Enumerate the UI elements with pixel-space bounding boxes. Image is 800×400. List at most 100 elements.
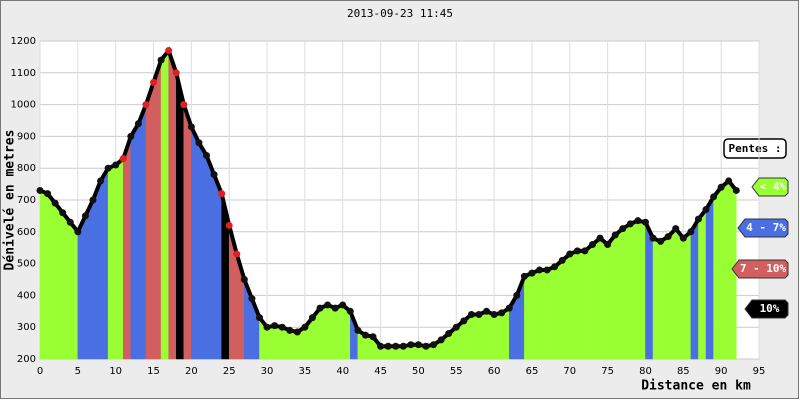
profile-point — [150, 78, 158, 86]
profile-point — [180, 101, 188, 109]
y-tick-label: 1100 — [11, 68, 36, 79]
y-tick-label: 1000 — [11, 100, 36, 111]
profile-point — [611, 231, 619, 239]
slope-segment — [168, 50, 177, 360]
profile-point — [210, 171, 218, 179]
profile-point — [543, 266, 551, 274]
x-tick-label: 35 — [299, 366, 312, 377]
legend-label: 10% — [760, 302, 780, 315]
y-tick-label: 900 — [17, 131, 36, 142]
profile-point — [566, 250, 574, 258]
profile-point — [127, 132, 135, 140]
profile-point — [588, 241, 596, 249]
profile-point — [513, 291, 521, 299]
profile-point — [104, 164, 112, 172]
profile-point — [66, 218, 74, 226]
profile-point — [551, 263, 559, 271]
profile-point — [445, 330, 453, 338]
slope-segment — [614, 228, 624, 360]
y-tick-label: 500 — [17, 259, 36, 270]
profile-point — [97, 177, 105, 185]
profile-point — [195, 139, 203, 147]
profile-point — [240, 276, 248, 283]
y-tick-label: 200 — [17, 354, 36, 365]
profile-point — [377, 342, 385, 350]
slope-segment — [531, 269, 540, 360]
profile-point — [165, 47, 173, 55]
profile-point — [134, 120, 142, 128]
x-tick-label: 30 — [261, 366, 274, 377]
slope-segment — [206, 155, 215, 360]
profile-point — [203, 151, 211, 159]
profile-point — [263, 323, 271, 331]
x-tick-label: 5 — [75, 366, 81, 377]
profile-point — [255, 314, 263, 322]
slope-segment — [266, 325, 275, 360]
slope-segment — [554, 259, 563, 360]
chart-title: 2013-09-23 11:45 — [347, 7, 453, 20]
x-tick-label: 95 — [753, 366, 766, 377]
x-tick-label: 55 — [450, 366, 463, 377]
x-tick-label: 70 — [563, 366, 576, 377]
slope-segment — [577, 250, 586, 360]
profile-point — [286, 326, 294, 334]
slope-segment — [683, 231, 692, 360]
slope-segment — [652, 237, 661, 360]
slope-segment — [637, 220, 646, 360]
legend-label: < 4% — [760, 180, 787, 193]
slope-segment — [667, 227, 676, 360]
x-tick-label: 25 — [223, 366, 236, 377]
profile-point — [74, 228, 82, 236]
slope-segment — [54, 202, 63, 360]
x-tick-label: 15 — [147, 366, 160, 377]
slope-segment — [319, 304, 328, 360]
profile-point — [354, 326, 362, 334]
profile-point — [422, 342, 430, 350]
slope-segment — [115, 158, 124, 360]
slope-segment — [175, 72, 185, 360]
legend-title: Pentes : — [729, 142, 782, 155]
slope-segment — [546, 266, 555, 360]
slope-segment — [327, 304, 336, 360]
profile-point — [657, 237, 665, 245]
profile-point — [649, 234, 657, 242]
x-tick-label: 40 — [336, 366, 349, 377]
profile-point — [157, 56, 165, 64]
profile-point — [475, 310, 483, 318]
profile-point — [641, 218, 649, 226]
profile-point — [59, 209, 67, 217]
profile-point — [672, 225, 680, 233]
slope-segment — [698, 208, 707, 360]
profile-point — [536, 266, 544, 274]
profile-point — [369, 333, 377, 341]
slope-segment — [70, 221, 79, 360]
profile-point — [528, 269, 536, 277]
profile-point — [573, 247, 581, 255]
slope-segment — [478, 310, 487, 360]
slope-segment — [100, 167, 109, 360]
profile-point — [399, 342, 407, 350]
slope-segment — [62, 212, 71, 360]
slope-segment — [690, 218, 699, 360]
profile-point — [626, 220, 634, 228]
profile-point — [717, 183, 725, 191]
profile-point — [619, 225, 627, 233]
slope-segment — [160, 49, 169, 360]
x-tick-label: 50 — [412, 366, 425, 377]
profile-point — [596, 234, 604, 242]
x-tick-label: 45 — [374, 366, 387, 377]
slope-segment — [92, 180, 101, 360]
profile-point — [687, 228, 695, 236]
profile-point — [119, 155, 127, 163]
slope-segment — [592, 237, 601, 360]
y-tick-label: 400 — [17, 290, 36, 301]
slope-segment — [198, 141, 207, 360]
slope-segment — [145, 82, 154, 360]
legend-swatch — [737, 218, 789, 238]
slope-segment — [77, 215, 86, 360]
slope-segment — [47, 192, 56, 360]
slope-segment — [539, 269, 548, 360]
slope-segment — [493, 312, 502, 360]
y-tick-label: 800 — [17, 163, 36, 174]
